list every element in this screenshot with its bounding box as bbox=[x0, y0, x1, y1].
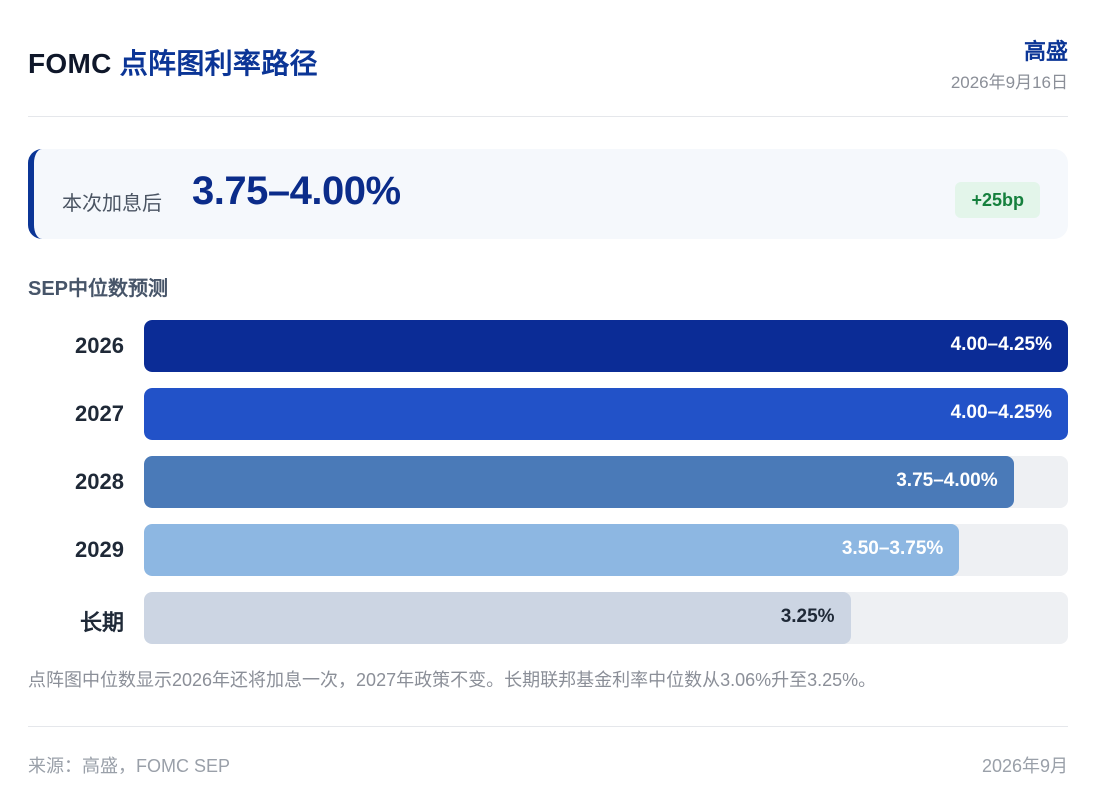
current-rate-value: 3.75–4.00% bbox=[192, 169, 401, 213]
bar-track: 3.50–3.75% bbox=[144, 524, 1068, 576]
category-label: 2027 bbox=[75, 401, 124, 426]
title-prefix: FOMC bbox=[28, 48, 120, 79]
footer-divider bbox=[28, 726, 1068, 727]
category-label: 2026 bbox=[75, 333, 124, 358]
category-label: 2028 bbox=[75, 469, 124, 494]
bar-row: 2027 4.00–4.25% bbox=[28, 388, 1068, 440]
sep-median-bar-chart: 2026 4.00–4.25% 2027 4.00–4.25% 2028 3.75–4.0… bbox=[28, 320, 1068, 660]
data-label: 3.75–4.00% bbox=[896, 470, 998, 491]
header-date: 2026年9月16日 bbox=[950, 73, 1068, 92]
bar-row: 2029 3.50–3.75% bbox=[28, 524, 1068, 576]
category-label: 长期 bbox=[79, 610, 124, 635]
bar: 4.00–4.25% bbox=[144, 388, 1068, 440]
bar-track: 3.25% bbox=[144, 592, 1068, 644]
bar: 4.00–4.25% bbox=[144, 320, 1068, 372]
data-label: 4.00–4.25% bbox=[950, 402, 1052, 423]
rate-change-badge: +25bp bbox=[955, 182, 1040, 218]
footer-date: 2026年9月 bbox=[981, 756, 1068, 776]
bar-row: 2028 3.75–4.00% bbox=[28, 456, 1068, 508]
current-rate-panel: 本次加息后 3.75–4.00% +25bp bbox=[28, 149, 1068, 239]
source-name: 高盛 bbox=[1023, 39, 1068, 64]
bar: 3.50–3.75% bbox=[144, 524, 960, 576]
bar-track: 4.00–4.25% bbox=[144, 320, 1068, 372]
title-main: 点阵图利率路径 bbox=[119, 48, 318, 79]
category-label: 2029 bbox=[75, 537, 124, 562]
data-label: 4.00–4.25% bbox=[950, 334, 1052, 355]
chart-note: 点阵图中位数显示2026年还将加息一次，2027年政策不变。长期联邦基金利率中位… bbox=[28, 670, 877, 690]
data-label: 3.25% bbox=[780, 606, 835, 627]
bar-row: 2026 4.00–4.25% bbox=[28, 320, 1068, 372]
source-footnote: 来源：高盛，FOMC SEP bbox=[28, 756, 231, 776]
bar-track: 3.75–4.00% bbox=[144, 456, 1068, 508]
bar: 3.25% bbox=[144, 592, 851, 644]
bar: 3.75–4.00% bbox=[144, 456, 1014, 508]
bar-row: 长期 3.25% bbox=[28, 592, 1068, 644]
data-label: 3.50–3.75% bbox=[841, 538, 944, 559]
page-title: FOMC 点阵图利率路径 bbox=[28, 42, 318, 82]
bar-track: 4.00–4.25% bbox=[144, 388, 1068, 440]
card-header: FOMC 点阵图利率路径 高盛 2026年9月16日 bbox=[28, 0, 1068, 117]
section-title: SEP中位数预测 bbox=[28, 278, 169, 300]
current-rate-label: 本次加息后 bbox=[62, 193, 162, 215]
